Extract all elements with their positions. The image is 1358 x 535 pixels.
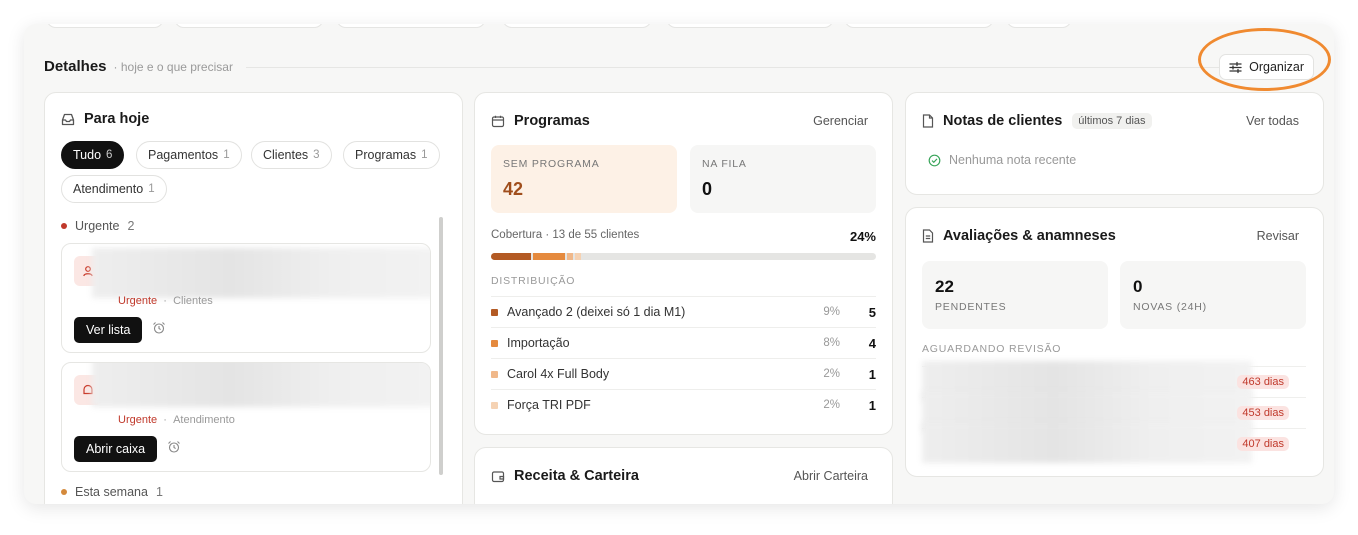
sliders-icon xyxy=(1229,61,1242,74)
top-pill[interactable] xyxy=(666,24,834,28)
task-meta: Urgente · Atendimento xyxy=(118,414,235,426)
section-title: Detalhes xyxy=(44,58,107,75)
top-filter-strip xyxy=(24,24,1334,28)
organize-label: Organizar xyxy=(1249,60,1304,74)
section-subtitle: · hoje e o que precisar xyxy=(113,60,233,74)
distribution-row[interactable]: Força TRI PDF 2% 1 xyxy=(491,389,876,420)
distribution-label: DISTRIBUIÇÃO xyxy=(491,275,576,287)
days-badge: 453 dias xyxy=(1237,406,1289,420)
inbox-icon xyxy=(61,113,75,126)
filter-chip-atendimento[interactable]: Atendimento 1 xyxy=(61,175,167,203)
document-icon xyxy=(922,114,934,128)
swatch xyxy=(491,339,498,347)
assessments-card: Avaliações & anamneses Revisar 22 PENDEN… xyxy=(905,207,1324,477)
stat-sem-programa[interactable]: SEM PROGRAMA 42 xyxy=(491,145,677,213)
stat-na-fila[interactable]: NA FILA 0 xyxy=(690,145,876,213)
awaiting-label: AGUARDANDO REVISÃO xyxy=(922,343,1062,355)
coverage-bar xyxy=(491,253,876,260)
swatch xyxy=(491,401,498,409)
today-title: Para hoje xyxy=(61,111,149,127)
alarm-icon[interactable] xyxy=(152,321,166,335)
coverage-segment xyxy=(533,253,565,260)
task-card[interactable]: Urgente · Atendimento Abrir caixa xyxy=(61,362,431,472)
view-all-link[interactable]: Ver todas xyxy=(1246,114,1299,128)
filter-chip-pagamentos[interactable]: Pagamentos 1 xyxy=(136,141,242,169)
top-pill[interactable] xyxy=(502,24,652,28)
organize-button[interactable]: Organizar xyxy=(1219,54,1314,80)
calendar-icon xyxy=(491,115,505,128)
revenue-card: Receita & Carteira Abrir Carteira xyxy=(474,447,893,504)
notes-title: Notas de clientes últimos 7 dias xyxy=(922,113,1152,129)
details-panel: Detalhes · hoje e o que precisar Organiz… xyxy=(24,24,1334,504)
period-badge: últimos 7 dias xyxy=(1072,113,1152,129)
redacted-task-text xyxy=(92,363,430,407)
top-pill[interactable] xyxy=(336,24,486,28)
view-list-button[interactable]: Ver lista xyxy=(74,317,143,343)
days-badge: 407 dias xyxy=(1237,437,1289,451)
top-pill[interactable] xyxy=(1006,24,1072,28)
scrollbar[interactable] xyxy=(439,217,443,475)
header-divider xyxy=(246,67,1222,68)
task-card[interactable]: Urgente · Clientes Ver lista xyxy=(61,243,431,353)
task-meta: Urgente · Clientes xyxy=(118,295,213,307)
swatch xyxy=(491,308,498,316)
coverage-segment xyxy=(566,253,573,260)
filter-chip-tudo[interactable]: Tudo 6 xyxy=(61,141,125,169)
review-link[interactable]: Revisar xyxy=(1256,229,1299,243)
top-pill[interactable] xyxy=(174,24,324,28)
group-header-esta-semana: Esta semana 1 xyxy=(61,485,163,499)
filter-chip-programas[interactable]: Programas 1 xyxy=(343,141,440,169)
empty-notes-message: Nenhuma nota recente xyxy=(928,153,1076,167)
stat-novas[interactable]: 0 NOVAS (24H) xyxy=(1120,261,1306,329)
distribution-row[interactable]: Avançado 2 (deixei só 1 dia M1) 9% 5 xyxy=(491,296,876,327)
filter-chip-clientes[interactable]: Clientes 3 xyxy=(251,141,332,169)
section-header: Detalhes · hoje e o que precisar xyxy=(44,58,233,75)
awaiting-row[interactable]: 407 dias xyxy=(922,423,1306,463)
coverage-row: Cobertura · 13 de 55 clientes 24% xyxy=(491,229,876,244)
check-circle-icon xyxy=(928,154,941,167)
wallet-icon xyxy=(491,470,505,483)
open-inbox-button[interactable]: Abrir caixa xyxy=(74,436,158,462)
coverage-percent: 24% xyxy=(849,229,876,244)
programs-card: Programas Gerenciar SEM PROGRAMA 42 NA F… xyxy=(474,92,893,435)
clipboard-document-icon xyxy=(922,229,934,243)
coverage-segment xyxy=(575,253,582,260)
alarm-icon[interactable] xyxy=(167,440,181,454)
group-header-urgente: Urgente 2 xyxy=(61,219,134,233)
coverage-segment xyxy=(491,253,531,260)
assessments-title: Avaliações & anamneses xyxy=(922,228,1116,244)
stat-pendentes[interactable]: 22 PENDENTES xyxy=(922,261,1108,329)
redacted-task-text xyxy=(92,248,430,298)
open-wallet-link[interactable]: Abrir Carteira xyxy=(793,469,868,483)
coverage-text: Cobertura · 13 de 55 clientes xyxy=(491,229,640,241)
distribution-row[interactable]: Importação 8% 4 xyxy=(491,327,876,358)
top-pill[interactable] xyxy=(46,24,164,28)
week-dot xyxy=(61,489,67,495)
swatch xyxy=(491,370,498,378)
top-pill[interactable] xyxy=(844,24,994,28)
redacted-client-name xyxy=(922,423,1252,463)
manage-link[interactable]: Gerenciar xyxy=(813,114,868,128)
distribution-row[interactable]: Carol 4x Full Body 2% 1 xyxy=(491,358,876,389)
programs-title: Programas xyxy=(491,113,590,129)
urgent-dot xyxy=(61,223,67,229)
today-card: Para hoje Tudo 6 Pagamentos 1 Clientes 3 Pr… xyxy=(44,92,463,504)
days-badge: 463 dias xyxy=(1237,375,1289,389)
revenue-title: Receita & Carteira xyxy=(491,468,639,484)
client-notes-card: Notas de clientes últimos 7 dias Ver tod… xyxy=(905,92,1324,195)
